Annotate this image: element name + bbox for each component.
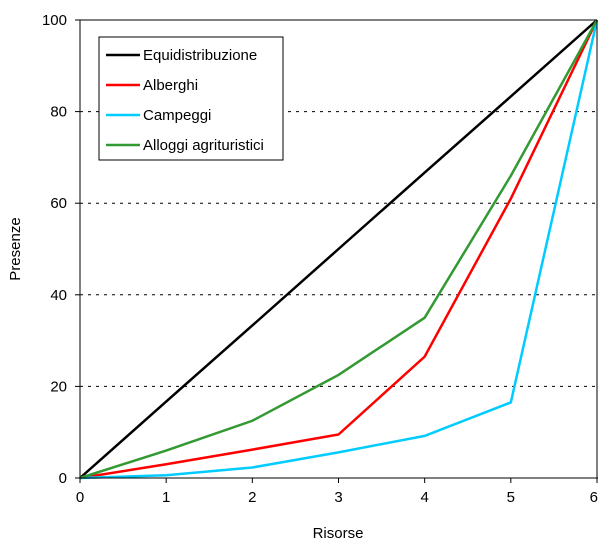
legend-box <box>98 36 284 161</box>
series-lines <box>79 19 598 480</box>
x-tick-label: 1 <box>162 489 170 506</box>
x-tick-label: 6 <box>590 489 598 506</box>
y-tick-label: 40 <box>50 287 67 304</box>
legend-label: Campeggi <box>143 107 211 124</box>
grid <box>80 111 597 387</box>
x-tick-label: 2 <box>248 489 256 506</box>
x-axis-label: Risorse <box>313 525 364 542</box>
legend: Equidistribuzione Alberghi Campeggi Alloggi… <box>98 36 284 161</box>
y-tick-label: 80 <box>50 104 67 121</box>
x-tick-label: 0 <box>76 489 84 506</box>
legend-items: Equidistribuzione Alberghi Campeggi Alloggi… <box>106 47 264 154</box>
y-ticks: 0 20 40 60 80 100 <box>42 12 80 487</box>
series-line-4 <box>79 19 598 480</box>
legend-label: Equidistribuzione <box>143 47 257 64</box>
series-line-3 <box>79 19 598 480</box>
x-ticks: 0 1 2 3 4 5 6 <box>76 478 598 506</box>
legend-label: Alberghi <box>143 77 198 94</box>
y-tick-label: 20 <box>50 378 67 395</box>
series-line-1 <box>79 19 598 479</box>
x-tick-label: 4 <box>420 489 428 506</box>
y-tick-label: 60 <box>50 195 67 212</box>
legend-label: Alloggi agrituristici <box>143 137 264 154</box>
y-tick-label: 100 <box>42 12 67 29</box>
y-axis-label: Presenze <box>7 217 24 280</box>
x-tick-label: 5 <box>507 489 515 506</box>
series-line-2 <box>79 19 598 480</box>
y-tick-label: 0 <box>59 470 67 487</box>
x-tick-label: 3 <box>334 489 342 506</box>
